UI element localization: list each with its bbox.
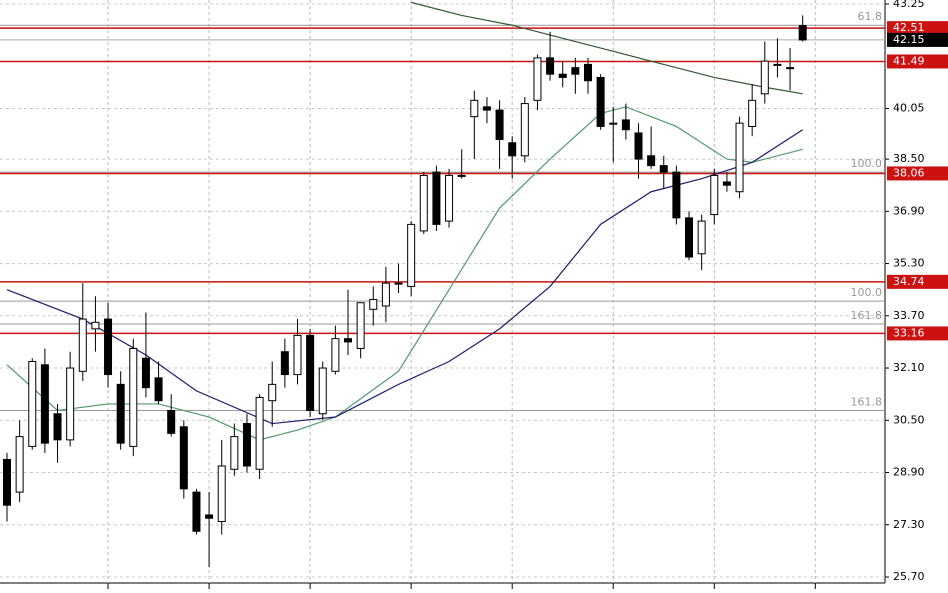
candle-body (672, 171, 681, 219)
candle-body (697, 220, 706, 255)
candle-body (217, 465, 226, 522)
moving-average (6, 129, 804, 425)
y-tick-label: 27.30 (893, 518, 925, 531)
candle-body (28, 361, 37, 447)
fib-label: 61.8 (858, 10, 883, 23)
candle-body (129, 347, 138, 447)
plot-area (0, 0, 885, 583)
candle-body (760, 60, 769, 95)
candle-body (116, 383, 125, 444)
candle-body (583, 63, 592, 82)
level-label: 33.16 (893, 326, 925, 339)
y-tick-label: 25.70 (893, 570, 925, 583)
candle-body (293, 334, 302, 376)
candle-body (141, 357, 150, 389)
candle-body (786, 67, 795, 70)
candle-body (722, 181, 731, 186)
level-label: 41.49 (893, 54, 925, 67)
candle-body (78, 318, 87, 372)
y-tick-label: 40.05 (893, 101, 925, 114)
candle-body (53, 413, 62, 441)
candle-body (268, 383, 277, 402)
candle-body (621, 119, 630, 131)
level-label-box (887, 21, 948, 36)
level-label-box (887, 166, 948, 181)
y-tick-label: 36.90 (893, 204, 925, 217)
y-tick-label: 35.30 (893, 257, 925, 270)
fib-label: 100.0 (851, 286, 883, 299)
candle-body (280, 351, 289, 376)
candle-body (798, 25, 807, 41)
y-tick-label: 43.25 (893, 0, 925, 10)
candle-body (558, 73, 567, 78)
candle-body (482, 106, 491, 111)
level-label-box (887, 54, 948, 69)
level-label: 38.06 (893, 166, 925, 179)
candle-body (773, 63, 782, 66)
candle-body (230, 436, 239, 470)
candle-body (91, 321, 100, 330)
candle-body (369, 298, 378, 310)
candle-body (15, 436, 24, 493)
candle-body (407, 223, 416, 287)
candle-body (255, 396, 264, 470)
y-tick-label: 30.50 (893, 413, 925, 426)
candle-body (242, 423, 251, 467)
y-tick-label: 32.10 (893, 361, 925, 374)
y-tick-label: 38.50 (893, 152, 925, 165)
candle-body (205, 514, 214, 519)
candle-body (318, 367, 327, 415)
moving-average (6, 106, 803, 441)
candle-body (495, 109, 504, 140)
candle-body (735, 122, 744, 193)
candle-body (66, 367, 75, 441)
candle-body (445, 174, 454, 222)
candle-body (432, 171, 441, 225)
fib-label: 100.0 (851, 157, 883, 170)
candle-body (596, 76, 605, 127)
candle-body (571, 67, 580, 75)
candle-body (685, 217, 694, 258)
price-label-box (887, 32, 948, 47)
level-label-box (887, 274, 948, 289)
y-tick-label: 33.70 (893, 309, 925, 322)
fib-label: 161.8 (851, 309, 883, 322)
candle-body (167, 409, 176, 434)
candle-body (659, 165, 668, 173)
level-label: 34.74 (893, 275, 925, 288)
candle-body (634, 132, 643, 160)
candle-body (508, 142, 517, 157)
candle-body (394, 282, 403, 285)
candle-body (104, 318, 113, 376)
candle-body (179, 426, 188, 490)
y-tick-label: 28.90 (893, 466, 925, 479)
candle-body (381, 282, 390, 307)
candle-body (419, 174, 428, 232)
candle-body (710, 174, 719, 216)
price-label: 42.15 (893, 33, 925, 46)
candle-body (533, 57, 542, 101)
level-label: 42.51 (893, 21, 925, 34)
candle-body (306, 334, 315, 411)
candle-body (470, 99, 479, 118)
candle-body (748, 99, 757, 127)
moving-average (411, 1, 803, 95)
candle-body (647, 155, 656, 167)
level-label-box (887, 326, 948, 341)
candle-body (331, 338, 340, 372)
candle-body (344, 338, 353, 343)
candle-body (457, 174, 466, 177)
candle-body (40, 364, 49, 444)
fib-label: 161.8 (851, 395, 883, 408)
candle-body (154, 377, 163, 402)
candle-body (609, 122, 618, 125)
candle-body (520, 103, 529, 157)
candle-body (546, 57, 555, 75)
candle-body (192, 491, 201, 532)
candle-body (356, 302, 365, 349)
candle-body (3, 458, 11, 506)
